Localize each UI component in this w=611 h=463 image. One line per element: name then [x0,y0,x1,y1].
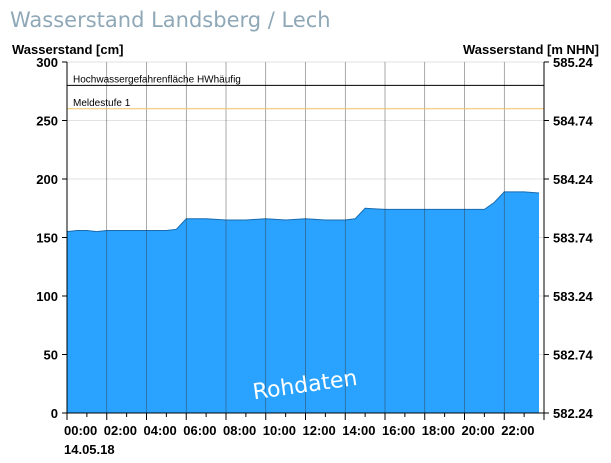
y-tick-left-label: 0 [51,406,58,421]
threshold-label: Hochwassergefahrenfläche HWhäufig [73,74,241,85]
x-tick-label: 02:00 [104,423,137,438]
y-tick-right-label: 585.24 [553,55,594,70]
x-tick-label: 06:00 [183,423,216,438]
y-tick-left-label: 50 [44,348,58,363]
y-axis-right-label: Wasserstand [m NHN] [462,42,599,57]
date-label: 14.05.18 [64,442,115,457]
x-tick-label: 04:00 [144,423,177,438]
x-tick-label: 14:00 [342,423,375,438]
x-tick-label: 08:00 [223,423,256,438]
x-tick-label: 18:00 [422,423,455,438]
threshold-label: Meldestufe 1 [73,98,131,109]
x-tick-label: 00:00 [64,423,97,438]
water-level-area [67,191,540,413]
y-tick-right-label: 583.24 [553,289,594,304]
x-tick-label: 22:00 [501,423,534,438]
y-tick-right-label: 584.24 [553,172,594,187]
y-tick-left-label: 250 [36,114,58,129]
y-tick-left-label: 100 [36,289,58,304]
x-tick-label: 16:00 [382,423,415,438]
y-tick-right-label: 584.74 [553,114,594,129]
chart-title: Wasserstand Landsberg / Lech [10,8,331,32]
y-tick-left-label: 200 [36,172,58,187]
y-tick-right-label: 583.74 [553,231,594,246]
x-tick-label: 10:00 [263,423,296,438]
x-tick-label: 20:00 [462,423,495,438]
y-tick-right-label: 582.24 [553,406,594,421]
y-tick-left-label: 150 [36,231,58,246]
y-tick-left-label: 300 [36,55,58,70]
x-tick-label: 12:00 [303,423,336,438]
y-tick-right-label: 582.74 [553,348,594,363]
y-axis-left-label: Wasserstand [cm] [12,42,124,57]
